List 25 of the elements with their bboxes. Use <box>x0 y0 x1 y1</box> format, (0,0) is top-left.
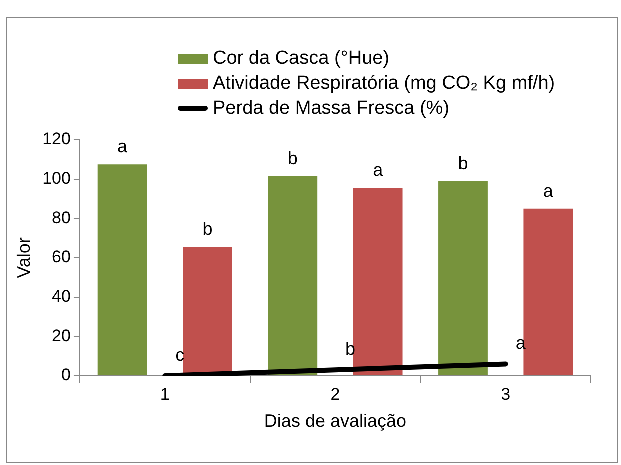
y-tick-label: 20 <box>52 326 71 346</box>
y-tick-label: 120 <box>42 130 71 149</box>
legend-label: Atividade Respiratória (mg CO₂ Kg mf/h) <box>213 72 556 96</box>
data-label: a <box>373 160 384 180</box>
x-tick-label: 2 <box>330 384 340 404</box>
y-tick-label: 80 <box>52 208 71 228</box>
y-axis-title: Valor <box>14 238 34 278</box>
data-label: a <box>543 180 554 201</box>
bar <box>353 188 403 376</box>
y-tick-label: 0 <box>61 366 71 385</box>
data-label: b <box>288 148 298 168</box>
data-label: a <box>118 136 129 157</box>
legend-label: Cor da Casca (°Hue) <box>213 47 390 71</box>
bar <box>438 181 488 376</box>
x-axis-title: Dias de avaliação <box>264 411 407 432</box>
x-tick-label: 1 <box>160 384 170 404</box>
bar <box>268 176 318 376</box>
y-tick-label: 60 <box>52 248 71 267</box>
bar <box>98 164 148 376</box>
data-label: b <box>458 153 468 174</box>
x-tick-label: 3 <box>501 384 511 404</box>
y-tick-label: 40 <box>52 287 71 306</box>
legend-label: Perda de Massa Fresca (%) <box>213 97 450 121</box>
data-label: b <box>202 219 213 240</box>
y-tick-label: 100 <box>42 169 71 188</box>
